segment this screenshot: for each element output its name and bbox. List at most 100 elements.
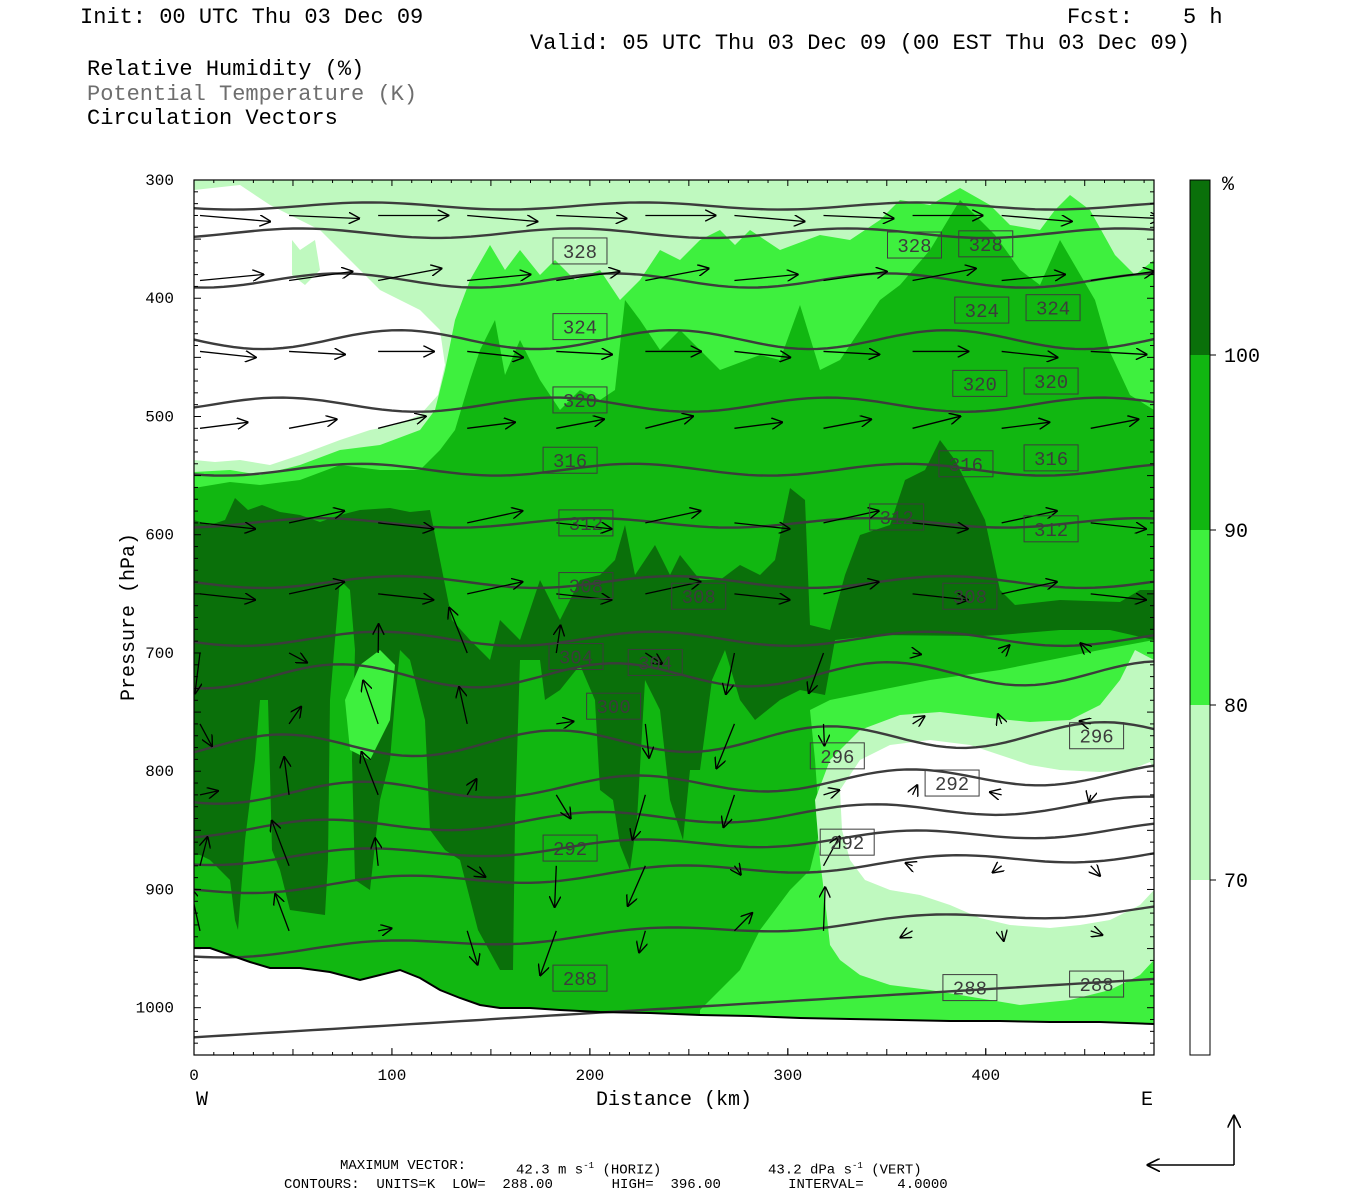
field-rh-label: Relative Humidity (%) bbox=[87, 57, 365, 82]
svg-text:288: 288 bbox=[953, 979, 987, 1001]
svg-text:324: 324 bbox=[563, 318, 597, 340]
theta-contour-line bbox=[194, 630, 1154, 648]
circulation-vector bbox=[734, 594, 789, 600]
y-tick-label: 600 bbox=[145, 527, 174, 545]
circulation-vector bbox=[823, 272, 887, 282]
circulation-vector bbox=[645, 416, 693, 429]
theta-contour-line bbox=[194, 764, 1154, 805]
rh-band-ge100 bbox=[194, 440, 1154, 970]
circulation-vector bbox=[645, 511, 700, 524]
circulation-vector bbox=[912, 523, 968, 529]
circulation-vector bbox=[556, 419, 604, 429]
theta-contour-line bbox=[194, 977, 1154, 1039]
svg-text:292: 292 bbox=[830, 833, 864, 855]
theta-contour-line bbox=[194, 720, 1154, 758]
theta-contour-line bbox=[194, 462, 1154, 477]
circulation-vector bbox=[912, 716, 925, 724]
circulation-vector bbox=[998, 714, 1002, 724]
theta-contour-label: 288 bbox=[1069, 970, 1125, 998]
svg-text:324: 324 bbox=[1036, 299, 1070, 321]
circulation-vector bbox=[467, 582, 522, 595]
circulation-vector bbox=[913, 785, 918, 795]
colorbar-unit: % bbox=[1222, 174, 1235, 197]
circulation-vector bbox=[734, 351, 790, 357]
circulation-vector bbox=[288, 419, 337, 429]
theta-contour-line bbox=[194, 516, 1154, 529]
field-theta-label: Potential Temperature (K) bbox=[87, 82, 418, 107]
circulation-vector bbox=[362, 752, 379, 796]
circulation-vector bbox=[734, 422, 782, 428]
theta-contour-label: 328 bbox=[886, 231, 942, 259]
circulation-vector bbox=[467, 779, 476, 796]
circulation-vector bbox=[288, 707, 301, 725]
circulation-vector bbox=[199, 523, 255, 529]
circulation-vector bbox=[645, 723, 649, 758]
max-vector-label: MAXIMUM VECTOR: bbox=[340, 1158, 467, 1174]
circulation-vector bbox=[467, 351, 523, 357]
circulation-vector bbox=[912, 416, 961, 429]
circulation-vector bbox=[289, 351, 345, 354]
theta-contour-label: 292 bbox=[542, 834, 598, 862]
theta-contour-label: 316 bbox=[1023, 444, 1079, 472]
circulation-vector bbox=[288, 653, 307, 662]
colorbar-90-100 bbox=[1190, 355, 1210, 530]
colorbar-tick-label: 90 bbox=[1224, 521, 1248, 544]
theta-contour-label: 316 bbox=[938, 450, 994, 478]
svg-text:316: 316 bbox=[553, 451, 587, 473]
circulation-vector bbox=[556, 215, 626, 218]
circulation-vector bbox=[823, 419, 872, 429]
x-tick-label: 300 bbox=[773, 1067, 802, 1085]
circulation-vector bbox=[555, 865, 557, 907]
svg-text:312: 312 bbox=[569, 514, 603, 536]
svg-text:288: 288 bbox=[563, 969, 597, 991]
theta-contour-label: 292 bbox=[924, 769, 980, 797]
circulation-vector bbox=[906, 863, 913, 866]
rh-band-lt70-upper bbox=[194, 185, 445, 465]
circulation-vector bbox=[378, 928, 391, 930]
colorbar-tick-label: 80 bbox=[1224, 696, 1248, 719]
circulation-vector bbox=[645, 582, 700, 595]
circulation-vector bbox=[734, 523, 789, 529]
terrain bbox=[194, 948, 1154, 1055]
circulation-vector bbox=[824, 723, 825, 745]
circulation-vector bbox=[288, 272, 352, 282]
valid-time: Valid: 05 UTC Thu 03 Dec 09 (00 EST Thu … bbox=[530, 31, 1191, 56]
contour-info: CONTOURS: UNITS=K LOW= 288.00 HIGH= 396.… bbox=[284, 1177, 948, 1193]
circulation-vector bbox=[639, 930, 645, 952]
theta-contour-label: 296 bbox=[1069, 722, 1125, 750]
circulation-vector bbox=[1089, 795, 1091, 802]
circulation-vector bbox=[199, 215, 270, 221]
theta-contour-label: 316 bbox=[542, 446, 598, 474]
theta-contour-line bbox=[194, 660, 1154, 690]
circulation-vector bbox=[734, 866, 740, 875]
theta-contour-line bbox=[194, 396, 1154, 414]
svg-text:288: 288 bbox=[1079, 975, 1113, 997]
circulation-vector bbox=[378, 594, 433, 600]
circulation-vector bbox=[288, 511, 344, 524]
circulation-vector bbox=[377, 416, 426, 429]
max-vector-horiz: 42.3 m s-1 (HORIZ) bbox=[516, 1161, 662, 1179]
theta-contour-label: 324 bbox=[1025, 294, 1081, 322]
rh-shading bbox=[194, 180, 1154, 1055]
y-axis-title: Pressure (hPa) bbox=[118, 533, 141, 701]
circulation-vector bbox=[645, 269, 708, 282]
circulation-vector bbox=[990, 792, 1002, 795]
circulation-vector bbox=[288, 582, 344, 595]
circulation-vector bbox=[823, 215, 894, 218]
x-tick-label: 200 bbox=[575, 1067, 604, 1085]
theta-contour-label: 324 bbox=[552, 313, 608, 341]
circulation-vector bbox=[628, 865, 646, 906]
circulation-vector bbox=[734, 215, 804, 221]
theta-contour-label: 304 bbox=[548, 643, 604, 671]
circulation-vector bbox=[824, 887, 826, 931]
theta-contour-label: 320 bbox=[952, 369, 1008, 397]
rh-band-80-90-blob bbox=[345, 650, 395, 760]
svg-text:320: 320 bbox=[563, 391, 597, 413]
x-tick-label: 100 bbox=[378, 1067, 407, 1085]
theta-contours bbox=[194, 201, 1154, 1039]
circulation-vectors bbox=[194, 215, 1154, 975]
circulation-vector bbox=[633, 794, 646, 840]
x-tick-label: 0 bbox=[189, 1067, 199, 1085]
colorbar: % 100 90 80 70 bbox=[1189, 174, 1260, 1056]
circulation-vector bbox=[734, 275, 797, 281]
